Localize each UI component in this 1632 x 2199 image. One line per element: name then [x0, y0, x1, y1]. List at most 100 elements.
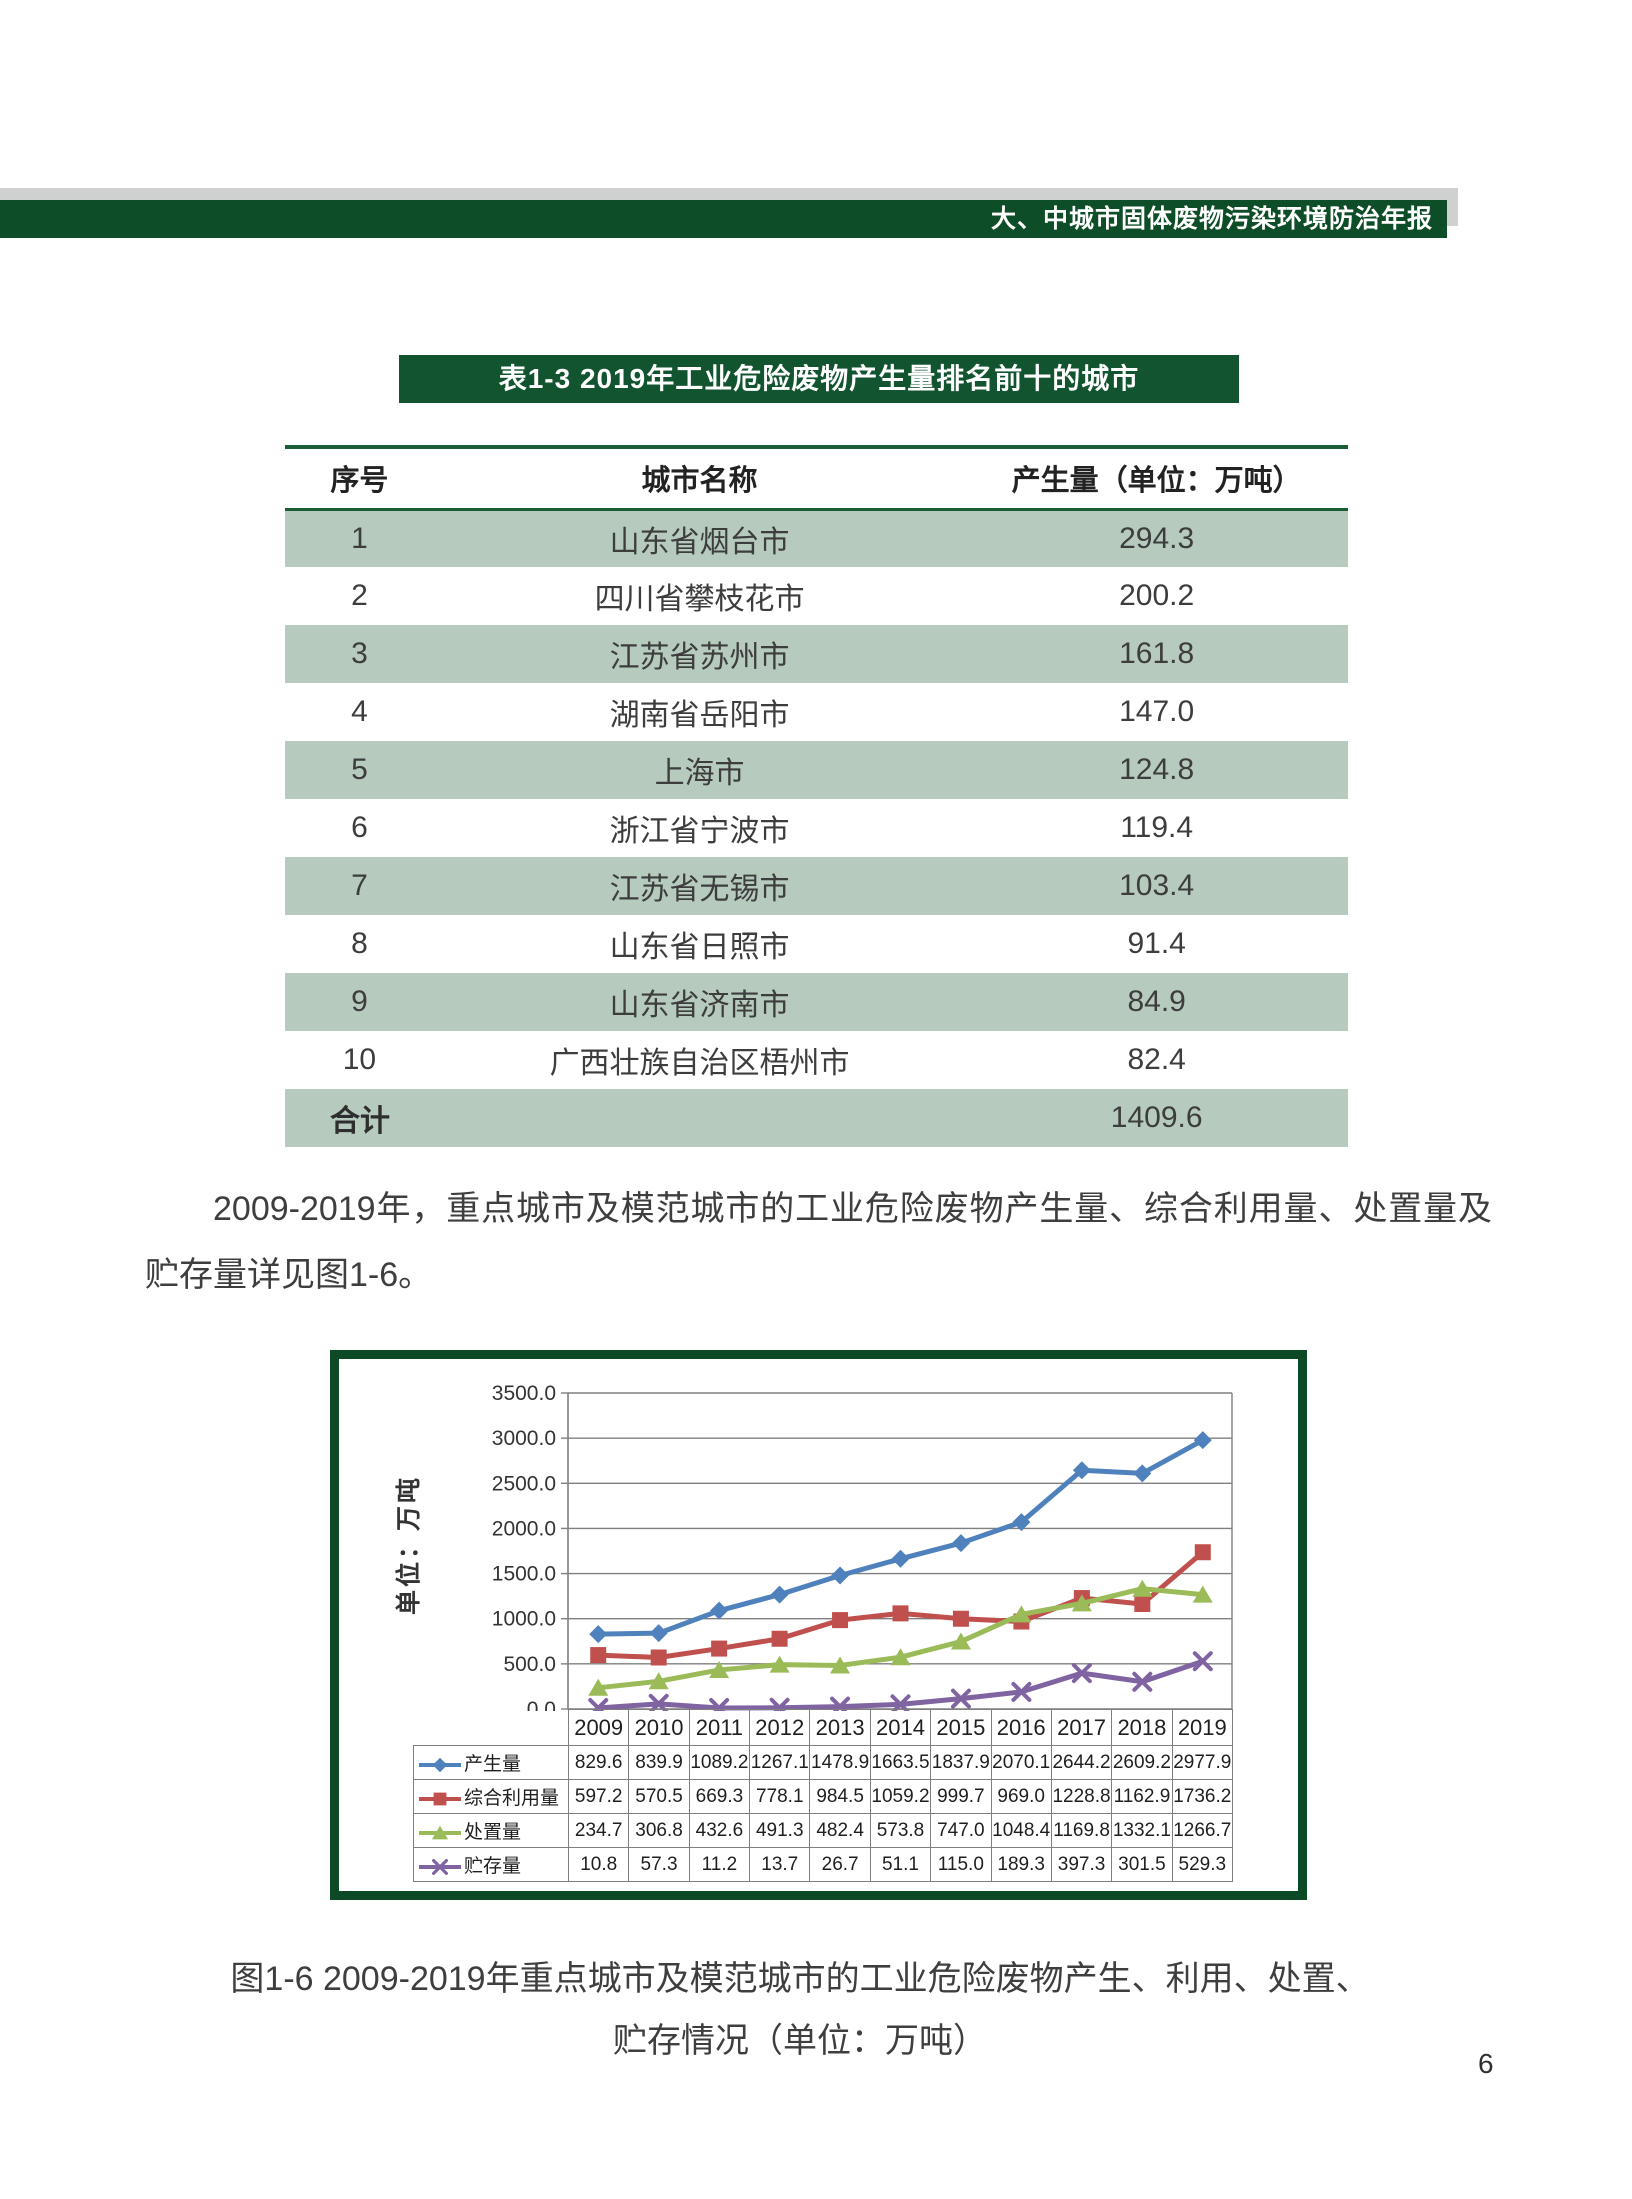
table-row: 10 广西壮族自治区梧州市 82.4: [285, 1031, 1348, 1089]
marker-triangle: [1071, 1594, 1092, 1612]
marker-x: [830, 1696, 851, 1711]
table-cell: 上海市: [654, 757, 745, 790]
chart-value-cell: 26.7: [809, 1847, 871, 1882]
legend-cell: 综合利用量: [413, 1779, 569, 1814]
table-cell: 200.2: [1119, 579, 1195, 612]
page-header-title: 大、中城市固体废物污染环境防治年报: [990, 205, 1433, 233]
chart-value-cell: 839.9: [628, 1745, 690, 1780]
marker-square: [1194, 1544, 1211, 1561]
table-cell: 4: [351, 695, 368, 728]
table-row: 4 湖南省岳阳市 147.0: [285, 683, 1348, 741]
table-cell: 湖南省岳阳市: [609, 699, 790, 732]
table-row: 2 四川省攀枝花市 200.2: [285, 567, 1348, 625]
chart-value-cell: 189.3: [990, 1847, 1052, 1882]
marker-triangle: [432, 1825, 448, 1840]
series-name: 贮存量: [464, 1856, 522, 1877]
chart-value-cell: 1478.9: [809, 1745, 871, 1780]
table-total-value: 1409.6: [1110, 1101, 1203, 1134]
table-cell: 91.4: [1127, 927, 1186, 960]
marker-diamond: [1012, 1513, 1031, 1532]
chart-series-row: 产生量 829.6 839.9 1089.2 1267.1 1478.9 1663.5 183…: [413, 1745, 1234, 1780]
table-cell: 119.4: [1120, 811, 1194, 844]
table-cell: 10: [342, 1043, 377, 1076]
chart-year-label: 2011: [688, 1709, 751, 1746]
legend-key-square-icon: [419, 1792, 461, 1806]
legend-cell: 处置量: [413, 1813, 569, 1848]
table-row: 5 上海市 124.8: [285, 741, 1348, 799]
chart-value-cell: 2609.2: [1111, 1745, 1173, 1780]
chart-value-cell: 2070.1: [990, 1745, 1052, 1780]
chart-value-cell: 1332.1: [1111, 1813, 1173, 1848]
legend-key-triangle-icon: [419, 1825, 461, 1840]
page-number: 6: [1478, 2048, 1494, 2079]
table-cell: 山东省日照市: [609, 931, 790, 964]
chart-value-cell: 999.7: [930, 1779, 992, 1814]
column-header-rank: 序号: [285, 445, 434, 511]
table-cell: 8: [351, 927, 368, 960]
marker-triangle: [950, 1632, 971, 1650]
marker-diamond: [589, 1625, 608, 1644]
chart-value-cell: 301.5: [1111, 1847, 1173, 1882]
chart-value-cell: 1736.2: [1171, 1779, 1234, 1814]
top10-city-table: 序号 城市名称 产生量（单位：万吨） 1 山东省烟台市 294.3 2 四川省攀枝花市 2…: [285, 445, 1348, 1147]
chart-value-cell: 51.1: [869, 1847, 932, 1882]
chart-value-cell: 2644.2: [1050, 1745, 1113, 1780]
table-row: 3 江苏省苏州市 161.8: [285, 625, 1348, 683]
chart-value-cell: 747.0: [930, 1813, 992, 1848]
marker-triangle: [830, 1656, 851, 1674]
chart-value-cell: 1048.4: [990, 1813, 1052, 1848]
chart-value-cell: 1169.8: [1050, 1813, 1113, 1848]
chart-value-cell: 57.3: [628, 1847, 690, 1882]
chart-table-corner: [414, 1710, 569, 1746]
chart-value-cell: 115.0: [930, 1847, 992, 1882]
column-header-amount: 产生量（单位：万吨）: [965, 445, 1348, 511]
marker-diamond: [710, 1601, 729, 1620]
table-cell: 84.9: [1127, 985, 1186, 1018]
marker-square: [590, 1647, 607, 1664]
table-total-row: 合计 1409.6: [285, 1089, 1348, 1147]
chart-value-cell: 1837.9: [930, 1745, 992, 1780]
marker-triangle: [1132, 1579, 1153, 1597]
marker-diamond: [1133, 1464, 1152, 1483]
chart-value-cell: 1228.8: [1050, 1779, 1113, 1814]
marker-diamond: [770, 1585, 789, 1604]
body-paragraph: 2009-2019年，重点城市及模范城市的工业危险废物产生量、综合利用量、处置量…: [145, 1190, 1492, 1294]
page-header-bar: 大、中城市固体废物污染环境防治年报: [0, 200, 1447, 238]
figure-caption-line1: 图1-6 2009-2019年重点城市及模范城市的工业危险废物产生、利用、处置、: [230, 1960, 1370, 1998]
series-name: 综合利用量: [464, 1788, 560, 1809]
marker-triangle: [1192, 1585, 1213, 1603]
y-axis-tick-label: 0.0: [527, 1698, 556, 1711]
table-cell: 1: [351, 521, 368, 555]
marker-diamond: [649, 1624, 668, 1643]
table-cell: 124.8: [1119, 753, 1195, 786]
table-cell: 江苏省无锡市: [609, 873, 790, 906]
column-header-city: 城市名称: [433, 445, 966, 511]
series-name: 产生量: [464, 1754, 522, 1775]
chart-year-label: 2009: [567, 1709, 630, 1746]
marker-x: [1192, 1651, 1213, 1672]
chart-value-cell: 10.8: [567, 1847, 630, 1882]
table-cell: 山东省济南市: [609, 989, 790, 1022]
marker-square: [433, 1792, 447, 1806]
chart-data-table: 2009 2010 2011 2012 2013 2014 2015 2016 2017 2018…: [413, 1709, 1234, 1882]
marker-x: [769, 1697, 790, 1711]
table-cell: 7: [351, 869, 368, 902]
table-row: 9 山东省济南市 84.9: [285, 973, 1348, 1031]
table-cell: 四川省攀枝花市: [594, 583, 805, 616]
table-cell: 2: [351, 579, 368, 612]
figure-1-6: 单位：万吨 0.0 500.0 1000.0 1500.0 2000.0 2500.0 30…: [330, 1350, 1307, 1900]
marker-x: [1071, 1663, 1092, 1684]
chart-year-label: 2012: [749, 1709, 811, 1746]
chart-value-cell: 1663.5: [869, 1745, 932, 1780]
table-1-3-title: 表1-3 2019年工业危险废物产生量排名前十的城市: [399, 355, 1239, 403]
table-cell: 6: [351, 811, 368, 844]
table-cell: 3: [351, 637, 368, 670]
y-axis-tick-label: 3500.0: [492, 1382, 556, 1405]
table-cell: 294.3: [1119, 521, 1195, 555]
chart-value-cell: 1267.1: [749, 1745, 811, 1780]
chart-year-label: 2017: [1050, 1709, 1113, 1746]
chart-year-label: 2010: [628, 1709, 690, 1746]
marker-triangle: [769, 1655, 790, 1673]
series-line-1: [598, 1550, 1205, 1660]
marker-diamond: [1072, 1461, 1091, 1480]
